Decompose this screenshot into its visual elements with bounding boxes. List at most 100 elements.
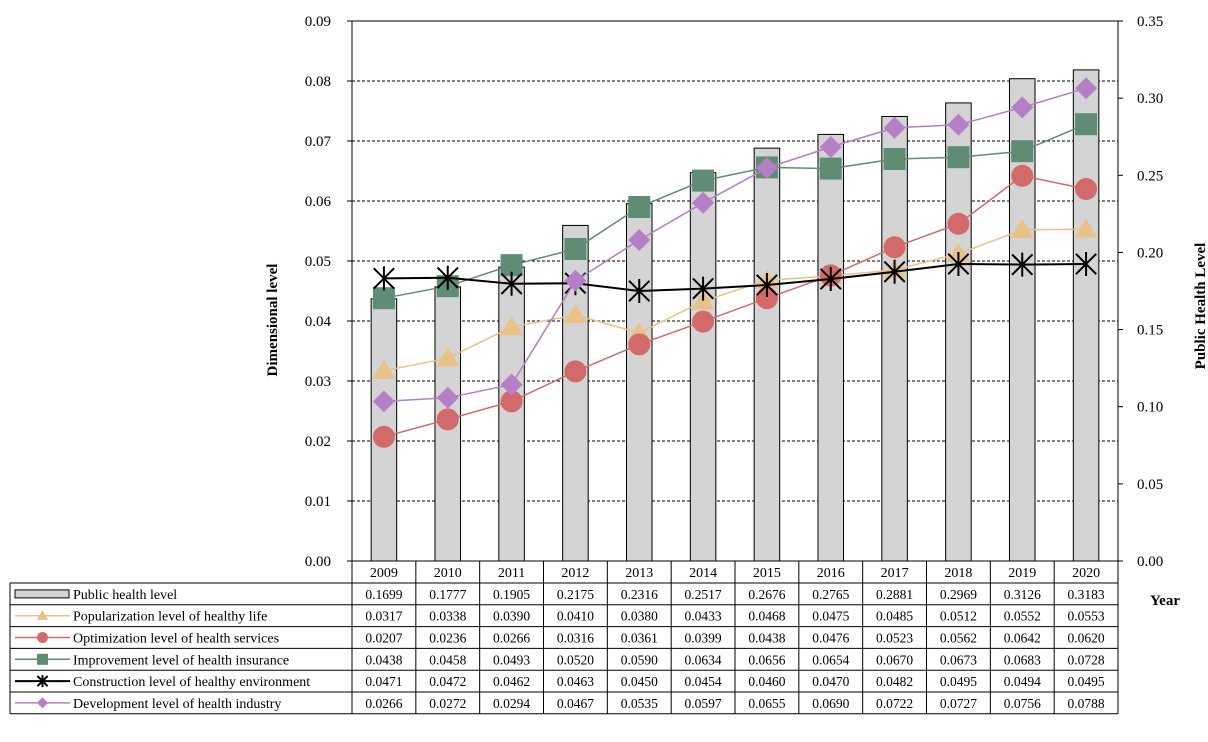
series-2-point-2017 — [883, 236, 906, 259]
table-cell: 0.0655 — [748, 696, 785, 711]
line-series — [372, 77, 1098, 448]
table-year-2014: 2014 — [689, 566, 717, 581]
table-cell: 0.0654 — [812, 652, 849, 667]
y2-axis-label: Public Health Level — [1193, 243, 1208, 370]
table-cell: 0.0272 — [429, 696, 466, 711]
table-cell: 0.0266 — [493, 631, 530, 646]
series-2-point-2014 — [692, 310, 715, 333]
series-4-point-2018 — [947, 252, 970, 276]
series-5-point-2011 — [500, 373, 523, 396]
y2-tick-label: 0.15 — [1137, 323, 1163, 339]
table-cell: 0.0236 — [429, 631, 466, 646]
legend-key-marker — [37, 697, 48, 709]
table-cell: 0.0468 — [748, 609, 785, 624]
series-2-point-2020 — [1075, 178, 1098, 200]
table-cell: 0.0597 — [685, 696, 722, 711]
series-line-5 — [383, 87, 1087, 403]
table-cell: 0.0728 — [1068, 652, 1105, 667]
series-5-point-2015 — [755, 157, 778, 179]
table-cell: 0.2969 — [940, 587, 977, 602]
y-tick-label: 0.02 — [305, 434, 331, 450]
bar-2018 — [945, 102, 972, 562]
table-cell: 0.0562 — [940, 631, 977, 646]
series-5-point-2017 — [883, 116, 906, 139]
table-cell: 0.2765 — [812, 587, 849, 602]
table-cell: 0.0462 — [493, 674, 530, 689]
series-2-point-2013 — [628, 333, 651, 356]
table-cell: 0.0476 — [812, 631, 849, 646]
table-cell: 0.0207 — [365, 631, 402, 646]
table-year-2016: 2016 — [817, 566, 845, 581]
table-cell: 0.0673 — [940, 652, 977, 667]
data-table: 2009 2010 2011 2012 2013 2014 2015 2016 2017 2018… — [9, 561, 1119, 715]
table-year-2015: 2015 — [753, 566, 781, 581]
series-line-2 — [383, 174, 1087, 438]
table-cell: 0.2517 — [685, 587, 722, 602]
series-4-point-2010 — [436, 265, 459, 290]
table-cell: 0.0390 — [493, 609, 530, 624]
legend-key-marker — [36, 610, 49, 620]
table-cell: 0.0512 — [940, 609, 977, 624]
legend-label: Public health level — [73, 588, 177, 603]
table-cell: 0.0438 — [748, 631, 785, 646]
series-5-point-2012 — [564, 269, 587, 292]
axes: 0.00 0.01 0.02 0.03 0.04 0.05 0.06 0.07 0.08 0.09… — [305, 14, 1164, 570]
table-cell: 0.0361 — [621, 631, 658, 646]
table-cell: 0.0470 — [812, 674, 849, 689]
bar-2013 — [625, 203, 653, 562]
table-cell: 0.0634 — [685, 652, 722, 667]
table-cell: 0.3126 — [1004, 587, 1041, 602]
table-cell: 0.0471 — [365, 674, 402, 689]
y-tick-label: 0.08 — [305, 74, 331, 90]
series-4-point-2015 — [756, 273, 778, 297]
legend-key-marker — [37, 632, 48, 643]
table-cell: 0.0266 — [365, 696, 402, 711]
table-year-2017: 2017 — [881, 566, 909, 581]
series-5-point-2010 — [436, 386, 459, 409]
table-cell: 0.1699 — [365, 587, 402, 602]
y-tick-label: 0.03 — [305, 374, 331, 390]
y2-tick-label: 0.00 — [1137, 554, 1163, 570]
table-cell: 0.0316 — [557, 631, 594, 646]
legend-label: Improvement level of health insurance — [73, 653, 289, 668]
series-4-point-2017 — [883, 259, 906, 284]
table-cell: 0.1905 — [493, 587, 530, 602]
series-1-point-2020 — [1074, 218, 1098, 238]
series-3-point-2014 — [692, 169, 715, 192]
table-cell: 0.2881 — [876, 587, 913, 602]
legend-label: Development level of health industry — [73, 697, 281, 712]
series-2-point-2015 — [755, 287, 778, 310]
series-4-point-2011 — [500, 271, 523, 296]
series-1-point-2009 — [372, 359, 396, 380]
table-cell: 0.0482 — [876, 674, 913, 689]
series-5-point-2014 — [692, 191, 715, 214]
table-cell: 0.2316 — [621, 587, 658, 602]
table-year-2020: 2020 — [1072, 566, 1100, 581]
y2-tick-label: 0.10 — [1137, 400, 1163, 416]
series-5-point-2009 — [372, 390, 395, 413]
table-cell: 0.0410 — [557, 609, 594, 624]
series-3-point-2012 — [564, 238, 587, 260]
series-3-point-2020 — [1075, 113, 1098, 136]
table-year-2010: 2010 — [434, 566, 462, 581]
series-1-point-2019 — [1010, 218, 1034, 239]
series-2-point-2011 — [500, 390, 523, 413]
table-cell: 0.0458 — [429, 652, 466, 667]
bar-2017 — [881, 116, 908, 562]
table-cell: 0.0460 — [748, 674, 785, 689]
series-3-point-2011 — [500, 254, 523, 277]
table-cell: 0.0399 — [685, 631, 722, 646]
table-cell: 0.0450 — [621, 674, 658, 689]
y-tick-label: 0.05 — [305, 254, 331, 270]
table-cell: 0.0493 — [493, 652, 530, 667]
bar-2014 — [689, 172, 717, 562]
series-line-3 — [383, 123, 1087, 299]
series-1-point-2010 — [436, 347, 460, 367]
y2-tick-label: 0.35 — [1137, 14, 1163, 30]
series-3-point-2016 — [819, 157, 842, 180]
series-4-point-2014 — [692, 276, 714, 301]
table-cell: 0.0656 — [748, 652, 785, 667]
series-5-point-2018 — [947, 113, 970, 136]
legend-label: Optimization level of health services — [73, 632, 279, 647]
